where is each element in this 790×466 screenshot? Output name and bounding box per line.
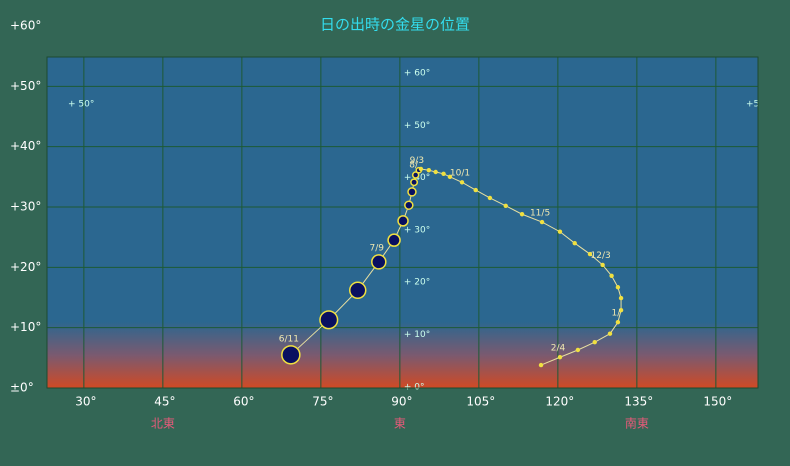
direction-label: 東 (394, 417, 406, 431)
edge-label: +5 (746, 100, 759, 110)
venus (503, 203, 508, 208)
meridian-label: + 30° (404, 225, 430, 235)
date-label: 12/3 (591, 251, 611, 261)
venus (433, 169, 438, 175)
y-tick-label: +60° (10, 19, 41, 33)
x-tick-label: 90° (391, 395, 412, 409)
venus (587, 251, 593, 257)
venus (592, 339, 597, 345)
x-tick-label: 150° (703, 395, 732, 409)
venus (410, 178, 419, 187)
venus (371, 254, 387, 270)
venus (618, 295, 624, 301)
venus (615, 320, 621, 325)
venus (557, 355, 563, 360)
meridian-label: + 60° (404, 69, 430, 79)
y-tick-label: +30° (10, 200, 41, 214)
venus (572, 241, 577, 246)
x-tick-label: 120° (545, 395, 574, 409)
y-tick-label: +10° (10, 320, 41, 334)
venus (575, 347, 581, 353)
venus (407, 187, 417, 197)
venus (487, 195, 493, 201)
meridian-label: + 10° (404, 330, 430, 340)
y-tick-label: ±0° (10, 381, 34, 395)
date-label: 7/9 (370, 243, 385, 253)
x-tick-label: 105° (466, 395, 495, 409)
meridian-label: + 0° (404, 382, 425, 392)
chart-title: 日の出時の金星の位置 (320, 16, 470, 34)
y-tick-label: +40° (10, 139, 41, 153)
venus (557, 229, 563, 234)
direction-label: 南東 (625, 416, 649, 431)
venus (281, 345, 301, 365)
meridian-label: + 20° (404, 278, 430, 288)
x-tick-label: 60° (233, 395, 254, 409)
x-tick-label: 30° (75, 395, 96, 409)
venus (615, 285, 621, 290)
venus (348, 281, 367, 300)
venus (418, 166, 424, 172)
date-label: 6/11 (279, 334, 299, 344)
x-tick-label: 135° (624, 395, 653, 409)
venus (600, 262, 605, 268)
venus (538, 362, 544, 368)
venus (441, 171, 446, 177)
venus (607, 331, 613, 336)
date-label: 2/4 (551, 344, 566, 354)
meridian-label: + 50° (404, 121, 430, 131)
date-label: 9/3 (410, 156, 424, 166)
x-tick-label: 75° (312, 395, 333, 409)
date-label: 10/1 (450, 169, 470, 179)
y-tick-label: +50° (10, 79, 41, 93)
venus (609, 273, 614, 278)
edge-label: + 50° (68, 100, 94, 110)
venus (473, 187, 478, 193)
venus (411, 171, 420, 179)
date-label: 11/5 (530, 208, 550, 218)
venus (447, 174, 453, 180)
date-label: 1/ (612, 309, 622, 319)
venus (397, 215, 409, 227)
venus (519, 212, 525, 217)
x-tick-label: 45° (154, 395, 175, 409)
y-tick-label: +20° (10, 260, 41, 274)
venus (319, 310, 339, 330)
venus (459, 180, 465, 185)
date-label: 8/ (409, 161, 419, 171)
venus (387, 233, 401, 247)
direction-label: 北東 (151, 417, 175, 431)
plot-frame (46, 56, 759, 389)
venus (618, 307, 624, 313)
venus (404, 200, 414, 210)
venus (426, 167, 432, 173)
venus (539, 219, 545, 225)
